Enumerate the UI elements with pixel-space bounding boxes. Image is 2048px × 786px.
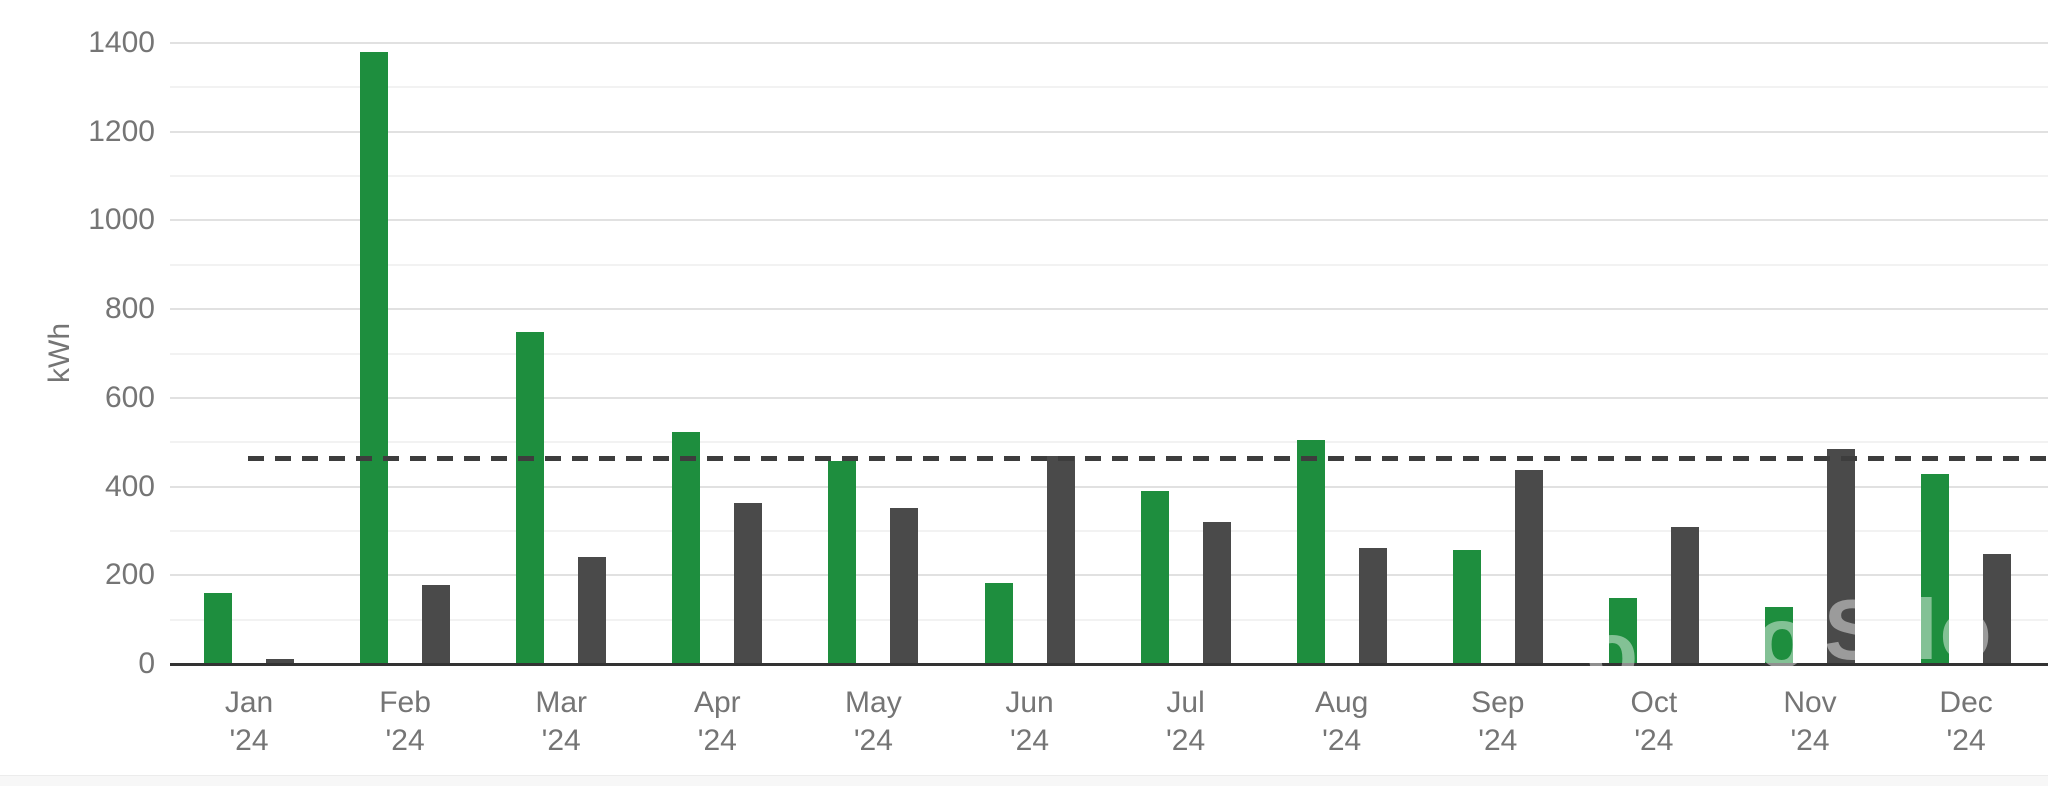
y-tick-label-200: 200 <box>104 558 155 592</box>
x-tick-label-feb: Feb '24 <box>327 684 483 760</box>
bar-feb-gray[interactable] <box>422 585 451 664</box>
x-tick-label-apr: Apr '24 <box>639 684 795 760</box>
x-tick-month: Apr <box>693 686 741 719</box>
bar-jul-gray[interactable] <box>1202 522 1231 664</box>
gridline-100 <box>170 618 2048 621</box>
x-tick-label-mar: Mar '24 <box>483 684 639 760</box>
y-tick-label-800: 800 <box>104 292 155 326</box>
watermark-fragment-1: o <box>1586 605 1640 700</box>
bar-nov-gray[interactable] <box>1827 448 1855 664</box>
bar-sep-gray[interactable] <box>1514 470 1543 664</box>
gridline-700 <box>170 352 2048 355</box>
gridline-200 <box>170 574 2048 577</box>
bar-jan-gray[interactable] <box>266 658 294 664</box>
x-tick-year: '24 <box>1009 724 1050 757</box>
x-tick-label-nov: Nov '24 <box>1732 684 1888 760</box>
x-tick-month: Mar <box>535 686 588 719</box>
y-tick-label-400: 400 <box>104 469 155 503</box>
y-tick-label-0: 0 <box>138 647 155 680</box>
bar-mar-gray[interactable] <box>578 556 607 664</box>
x-tick-month: Sep <box>1471 686 1525 719</box>
gridline-1100 <box>170 175 2048 178</box>
gridline-400 <box>170 485 2048 488</box>
x-tick-label-dec: Dec '24 <box>1888 684 2044 760</box>
x-tick-year: '24 <box>1478 724 1518 757</box>
x-tick-year: '24 <box>1790 724 1830 757</box>
watermark-fragment-4: lo <box>1914 583 1994 678</box>
bar-mar-green[interactable] <box>516 332 545 664</box>
bar-dec-green[interactable] <box>1921 473 1950 664</box>
gridline-900 <box>170 263 2048 266</box>
bar-may-green[interactable] <box>828 460 857 664</box>
bar-nov-green[interactable] <box>1765 607 1793 664</box>
x-tick-year: '24 <box>541 724 581 757</box>
gridline-500 <box>170 441 2048 444</box>
x-tick-label-oct: Oct '24 <box>1576 684 1732 760</box>
x-tick-label-jun: Jun '24 <box>952 684 1108 760</box>
x-tick-month: Aug <box>1314 686 1369 719</box>
gridline-1200 <box>170 130 2048 133</box>
x-tick-year: '24 <box>229 724 269 757</box>
bar-jun-green[interactable] <box>984 583 1013 664</box>
x-tick-label-aug: Aug '24 <box>1264 684 1420 760</box>
x-tick-year: '24 <box>853 724 893 757</box>
bar-sep-green[interactable] <box>1452 550 1481 664</box>
bar-oct-green[interactable] <box>1608 598 1637 664</box>
x-tick-year: '24 <box>1166 724 1206 757</box>
gridline-1300 <box>170 86 2048 89</box>
reference-dashed-line <box>248 455 2048 461</box>
bar-apr-gray[interactable] <box>734 503 763 664</box>
y-tick-label-1400: 1400 <box>88 26 155 59</box>
x-tick-year: '24 <box>1322 724 1362 757</box>
bottom-strip <box>0 775 2048 786</box>
bar-jun-gray[interactable] <box>1046 456 1075 664</box>
bar-may-gray[interactable] <box>890 507 919 664</box>
x-tick-month: Dec <box>1939 686 1993 719</box>
x-tick-label-sep: Sep '24 <box>1420 684 1576 760</box>
bar-apr-green[interactable] <box>672 432 701 664</box>
bar-dec-gray[interactable] <box>1983 553 2012 664</box>
x-tick-month: May <box>845 686 902 719</box>
watermark-fragment-2: o <box>1756 591 1810 686</box>
x-tick-month: Jul <box>1166 686 1205 719</box>
y-tick-label-1200: 1200 <box>88 114 155 148</box>
bar-aug-green[interactable] <box>1296 440 1325 664</box>
x-tick-label-jan: Jan '24 <box>171 684 327 760</box>
x-tick-year: '24 <box>1946 724 1986 757</box>
gridline-800 <box>170 308 2048 311</box>
x-tick-year: '24 <box>697 724 737 757</box>
bar-feb-green[interactable] <box>360 51 389 664</box>
x-tick-label-jul: Jul '24 <box>1108 684 1264 760</box>
gridline-1000 <box>170 219 2048 222</box>
x-tick-month: Jan <box>224 686 274 719</box>
bar-aug-gray[interactable] <box>1358 548 1387 664</box>
x-axis-line <box>170 663 2048 666</box>
bar-jul-green[interactable] <box>1140 490 1169 664</box>
bar-jan-green[interactable] <box>204 593 232 664</box>
gridline-600 <box>170 396 2048 399</box>
x-tick-month: Nov <box>1783 686 1837 719</box>
gridline-1400 <box>170 42 2048 44</box>
x-tick-year: '24 <box>385 724 425 757</box>
x-tick-month: Feb <box>379 686 431 719</box>
bar-oct-gray[interactable] <box>1670 527 1699 664</box>
watermark-fragment-3: S <box>1824 583 1883 678</box>
y-tick-label-1000: 1000 <box>88 203 155 237</box>
x-tick-month: Oct <box>1630 686 1678 719</box>
y-tick-label-600: 600 <box>104 380 155 414</box>
x-tick-month: Jun <box>1005 686 1054 719</box>
y-axis-title: kWh <box>43 323 76 383</box>
x-tick-label-may: May '24 <box>795 684 951 760</box>
x-tick-year: '24 <box>1634 724 1674 757</box>
gridline-300 <box>170 529 2048 532</box>
